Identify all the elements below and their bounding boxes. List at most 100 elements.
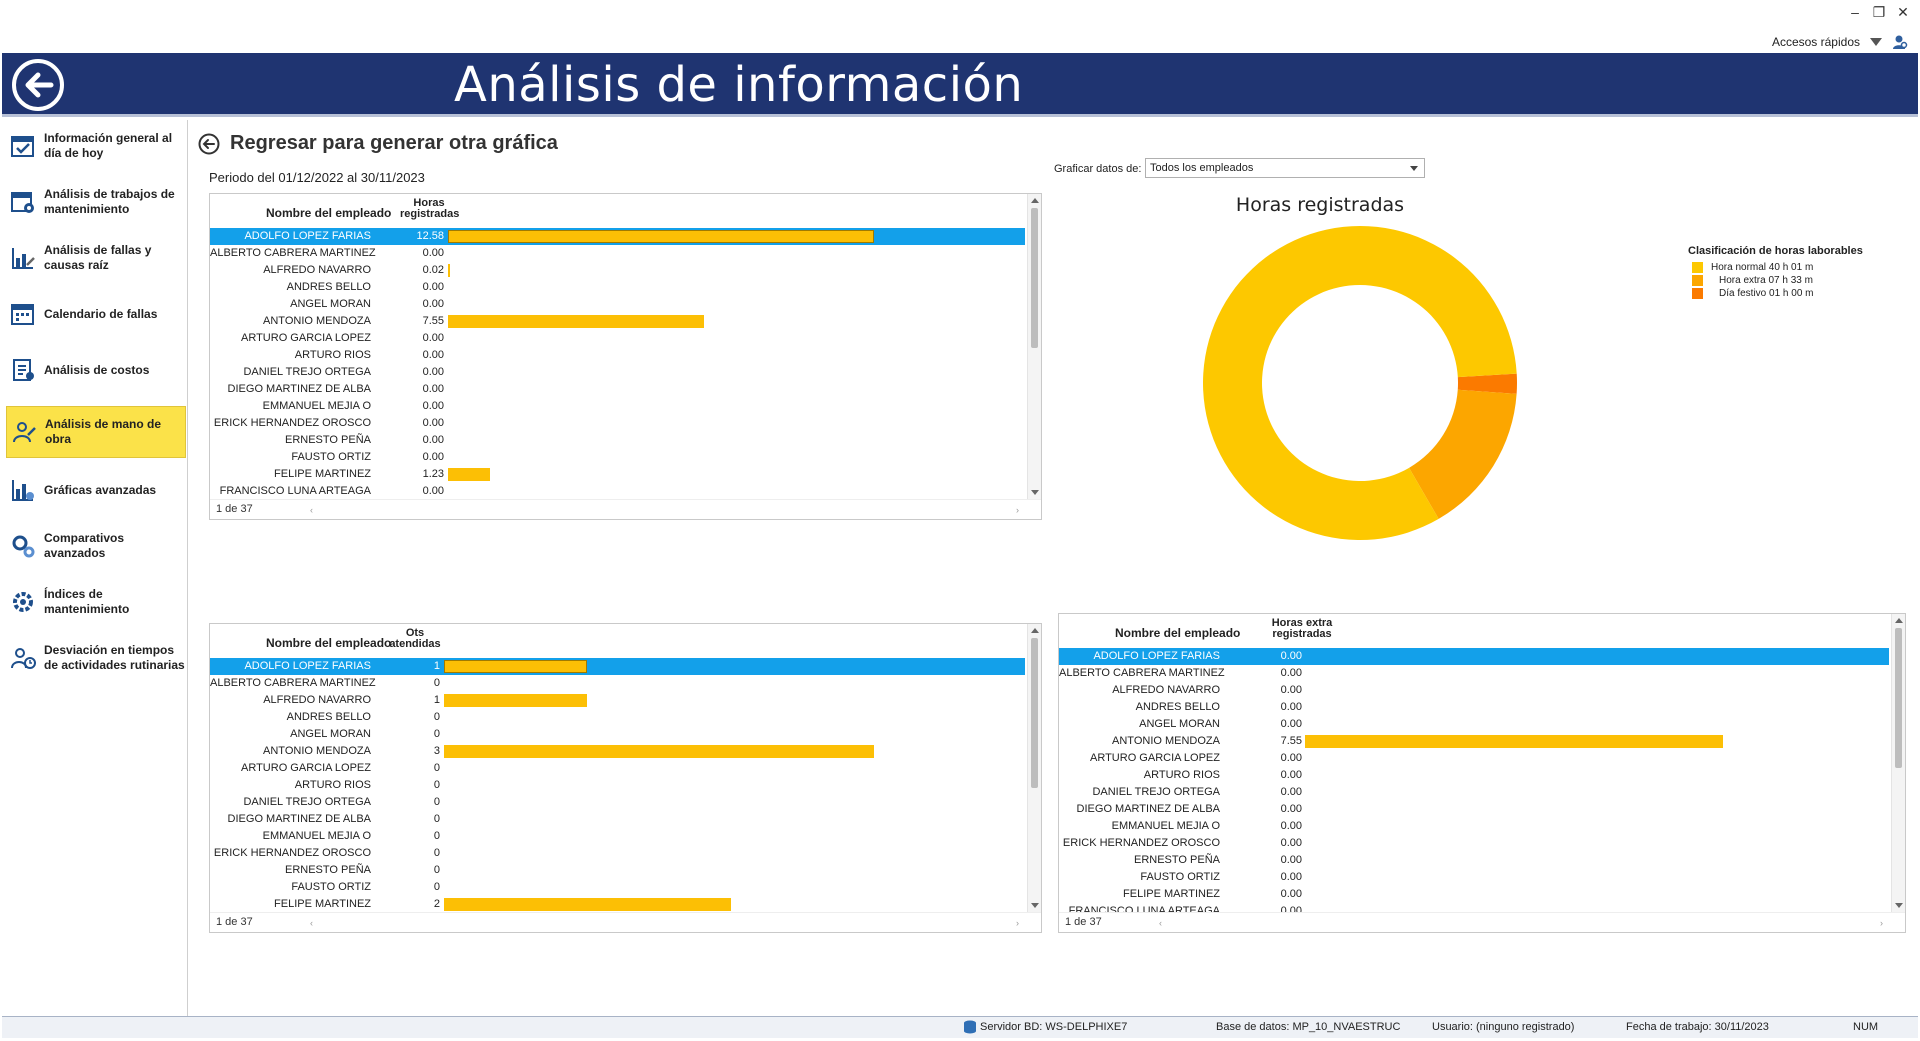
table-row[interactable]: ERNESTO PEÑA 0.00 bbox=[210, 432, 1025, 449]
table-row[interactable]: ANDRES BELLO 0.00 bbox=[1059, 699, 1889, 716]
table-row[interactable]: ANGEL MORAN 0 bbox=[210, 726, 1025, 743]
table-row[interactable]: FAUSTO ORTIZ 0.00 bbox=[210, 449, 1025, 466]
table-row[interactable]: ARTURO RIOS 0.00 bbox=[1059, 767, 1889, 784]
scroll-left-icon[interactable]: ‹ bbox=[310, 918, 313, 928]
sidebar-item-fallas[interactable]: Análisis de fallas y causas raíz bbox=[6, 232, 186, 284]
scroll-right-icon[interactable]: › bbox=[1016, 505, 1019, 515]
table-row[interactable]: FELIPE MARTINEZ 1.23 bbox=[210, 466, 1025, 483]
sidebar-item-mano-de-obra[interactable]: Análisis de mano de obra bbox=[6, 406, 186, 458]
scroll-right-icon[interactable]: › bbox=[1880, 918, 1883, 928]
employee-name: FAUSTO ORTIZ bbox=[291, 881, 371, 893]
period-label: Periodo del 01/12/2022 al 30/11/2023 bbox=[209, 170, 425, 185]
minimize-button[interactable]: – bbox=[1851, 4, 1859, 20]
user-settings-icon[interactable] bbox=[1892, 34, 1908, 50]
back-to-chart-label[interactable]: Regresar para generar otra gráfica bbox=[230, 132, 558, 154]
table-row[interactable]: FELIPE MARTINEZ 0.00 bbox=[1059, 886, 1889, 903]
worker-clock-icon bbox=[11, 648, 36, 669]
back-button[interactable] bbox=[12, 59, 64, 111]
status-user: Usuario: (ninguno registrado) bbox=[1432, 1021, 1575, 1033]
chevron-down-icon[interactable] bbox=[1870, 38, 1882, 46]
close-button[interactable]: ✕ bbox=[1897, 4, 1909, 20]
table-row[interactable]: DIEGO MARTINEZ DE ALBA 0 bbox=[210, 811, 1025, 828]
table-row[interactable]: ALBERTO CABRERA MARTINEZ 0.00 bbox=[1059, 665, 1889, 682]
table-row[interactable]: ANGEL MORAN 0.00 bbox=[210, 296, 1025, 313]
table-row[interactable]: EMMANUEL MEJIA O 0 bbox=[210, 828, 1025, 845]
table-row[interactable]: ARTURO RIOS 0.00 bbox=[210, 347, 1025, 364]
quick-access-label[interactable]: Accesos rápidos bbox=[1771, 35, 1860, 49]
table-row[interactable]: ERNESTO PEÑA 0 bbox=[210, 862, 1025, 879]
row-value: 0 bbox=[433, 779, 440, 791]
employee-name: ANDRES BELLO bbox=[286, 281, 371, 293]
column-header-name: Nombre del empleado bbox=[266, 636, 392, 650]
table-row[interactable]: FAUSTO ORTIZ 0.00 bbox=[1059, 869, 1889, 886]
sidebar-item-calendario[interactable]: Calendario de fallas bbox=[6, 288, 186, 340]
table-row[interactable]: ADOLFO LOPEZ FARIAS 0.00 bbox=[1059, 648, 1889, 665]
graficar-select[interactable]: Todos los empleados bbox=[1145, 158, 1425, 178]
row-value: 0.00 bbox=[1280, 888, 1302, 900]
table-row[interactable]: ANTONIO MENDOZA 7.55 bbox=[210, 313, 1025, 330]
table-row[interactable]: ALFREDO NAVARRO 0.02 bbox=[210, 262, 1025, 279]
table-row[interactable]: ADOLFO LOPEZ FARIAS 12.58 bbox=[210, 228, 1025, 245]
table-row[interactable]: DANIEL TREJO ORTEGA 0.00 bbox=[210, 364, 1025, 381]
sidebar-item-comparativos[interactable]: Comparativos avanzados bbox=[6, 520, 186, 572]
table-row[interactable]: FRANCISCO LUNA ARTEAGA 0.00 bbox=[210, 483, 1025, 499]
table-row[interactable]: ALBERTO CABRERA MARTINEZ 0 bbox=[210, 675, 1025, 692]
employee-name: DANIEL TREJO ORTEGA bbox=[243, 796, 371, 808]
table-row[interactable]: ERICK HERNANDEZ OROSCO 0.00 bbox=[1059, 835, 1889, 852]
restore-button[interactable]: ❐ bbox=[1872, 4, 1886, 20]
sidebar-item-trabajos[interactable]: Análisis de trabajos de mantenimiento bbox=[6, 176, 186, 228]
row-value: 0 bbox=[433, 830, 440, 842]
table-row[interactable]: ADOLFO LOPEZ FARIAS 1 bbox=[210, 658, 1025, 675]
scroll-right-icon[interactable]: › bbox=[1016, 918, 1019, 928]
main-content: Regresar para generar otra gráfica Perio… bbox=[190, 120, 1918, 1016]
table-row[interactable]: ALBERTO CABRERA MARTINEZ 0.00 bbox=[210, 245, 1025, 262]
row-value: 1 bbox=[433, 660, 440, 672]
back-to-chart-link[interactable]: Regresar para generar otra gráfica bbox=[198, 132, 558, 155]
employee-name: DANIEL TREJO ORTEGA bbox=[243, 366, 371, 378]
scroll-left-icon[interactable]: ‹ bbox=[310, 505, 313, 515]
table-row[interactable]: ARTURO GARCIA LOPEZ 0.00 bbox=[1059, 750, 1889, 767]
employee-name: ERICK HERNANDEZ OROSCO bbox=[1062, 837, 1220, 849]
table-row[interactable]: DIEGO MARTINEZ DE ALBA 0.00 bbox=[1059, 801, 1889, 818]
sidebar-item-desviacion[interactable]: Desviación en tiempos de actividades rut… bbox=[6, 632, 186, 684]
table-row[interactable]: ALFREDO NAVARRO 0.00 bbox=[1059, 682, 1889, 699]
scroll-left-icon[interactable]: ‹ bbox=[1159, 918, 1162, 928]
column-header-name: Nombre del empleado bbox=[1115, 626, 1241, 640]
table-row[interactable]: ANTONIO MENDOZA 7.55 bbox=[1059, 733, 1889, 750]
table-row[interactable]: ANDRES BELLO 0.00 bbox=[210, 279, 1025, 296]
table-row[interactable]: FRANCISCO LUNA ARTEAGA 0.00 bbox=[1059, 903, 1889, 912]
table-row[interactable]: DANIEL TREJO ORTEGA 0.00 bbox=[1059, 784, 1889, 801]
sidebar-item-graficas[interactable]: Gráficas avanzadas bbox=[6, 464, 186, 516]
graficar-label: Graficar datos de: bbox=[1054, 163, 1142, 175]
row-value: 1 bbox=[433, 694, 440, 706]
quick-access[interactable]: Accesos rápidos bbox=[1772, 34, 1908, 50]
table-row[interactable]: EMMANUEL MEJIA O 0.00 bbox=[1059, 818, 1889, 835]
employee-name: ERNESTO PEÑA bbox=[285, 864, 371, 876]
chevron-down-icon bbox=[1410, 166, 1418, 171]
table-row[interactable]: ALFREDO NAVARRO 1 bbox=[210, 692, 1025, 709]
employee-name: ERICK HERNANDEZ OROSCO bbox=[213, 417, 371, 429]
table-row[interactable]: ERICK HERNANDEZ OROSCO 0 bbox=[210, 845, 1025, 862]
vertical-scrollbar[interactable] bbox=[1891, 614, 1905, 912]
table-row[interactable]: ERNESTO PEÑA 0.00 bbox=[1059, 852, 1889, 869]
employee-name: FELIPE MARTINEZ bbox=[274, 468, 371, 480]
table-row[interactable]: ANDRES BELLO 0 bbox=[210, 709, 1025, 726]
table-row[interactable]: ARTURO GARCIA LOPEZ 0 bbox=[210, 760, 1025, 777]
table-row[interactable]: ARTURO GARCIA LOPEZ 0.00 bbox=[210, 330, 1025, 347]
table-row[interactable]: ANTONIO MENDOZA 3 bbox=[210, 743, 1025, 760]
sidebar-item-informacion-general[interactable]: Información general al día de hoy bbox=[6, 120, 186, 172]
table-row[interactable]: DANIEL TREJO ORTEGA 0 bbox=[210, 794, 1025, 811]
table-row[interactable]: ARTURO RIOS 0 bbox=[210, 777, 1025, 794]
table-row[interactable]: EMMANUEL MEJIA O 0.00 bbox=[210, 398, 1025, 415]
table-row[interactable]: FELIPE MARTINEZ 2 bbox=[210, 896, 1025, 912]
table-row[interactable]: ERICK HERNANDEZ OROSCO 0.00 bbox=[210, 415, 1025, 432]
sidebar-item-indices[interactable]: Índices de mantenimiento bbox=[6, 576, 186, 628]
employee-name: ARTURO GARCIA LOPEZ bbox=[1090, 752, 1220, 764]
vertical-scrollbar[interactable] bbox=[1027, 194, 1041, 499]
employee-name: ANGEL MORAN bbox=[1139, 718, 1220, 730]
table-row[interactable]: FAUSTO ORTIZ 0 bbox=[210, 879, 1025, 896]
table-row[interactable]: DIEGO MARTINEZ DE ALBA 0.00 bbox=[210, 381, 1025, 398]
table-row[interactable]: ANGEL MORAN 0.00 bbox=[1059, 716, 1889, 733]
vertical-scrollbar[interactable] bbox=[1027, 624, 1041, 912]
sidebar-item-costos[interactable]: Análisis de costos bbox=[6, 344, 186, 396]
